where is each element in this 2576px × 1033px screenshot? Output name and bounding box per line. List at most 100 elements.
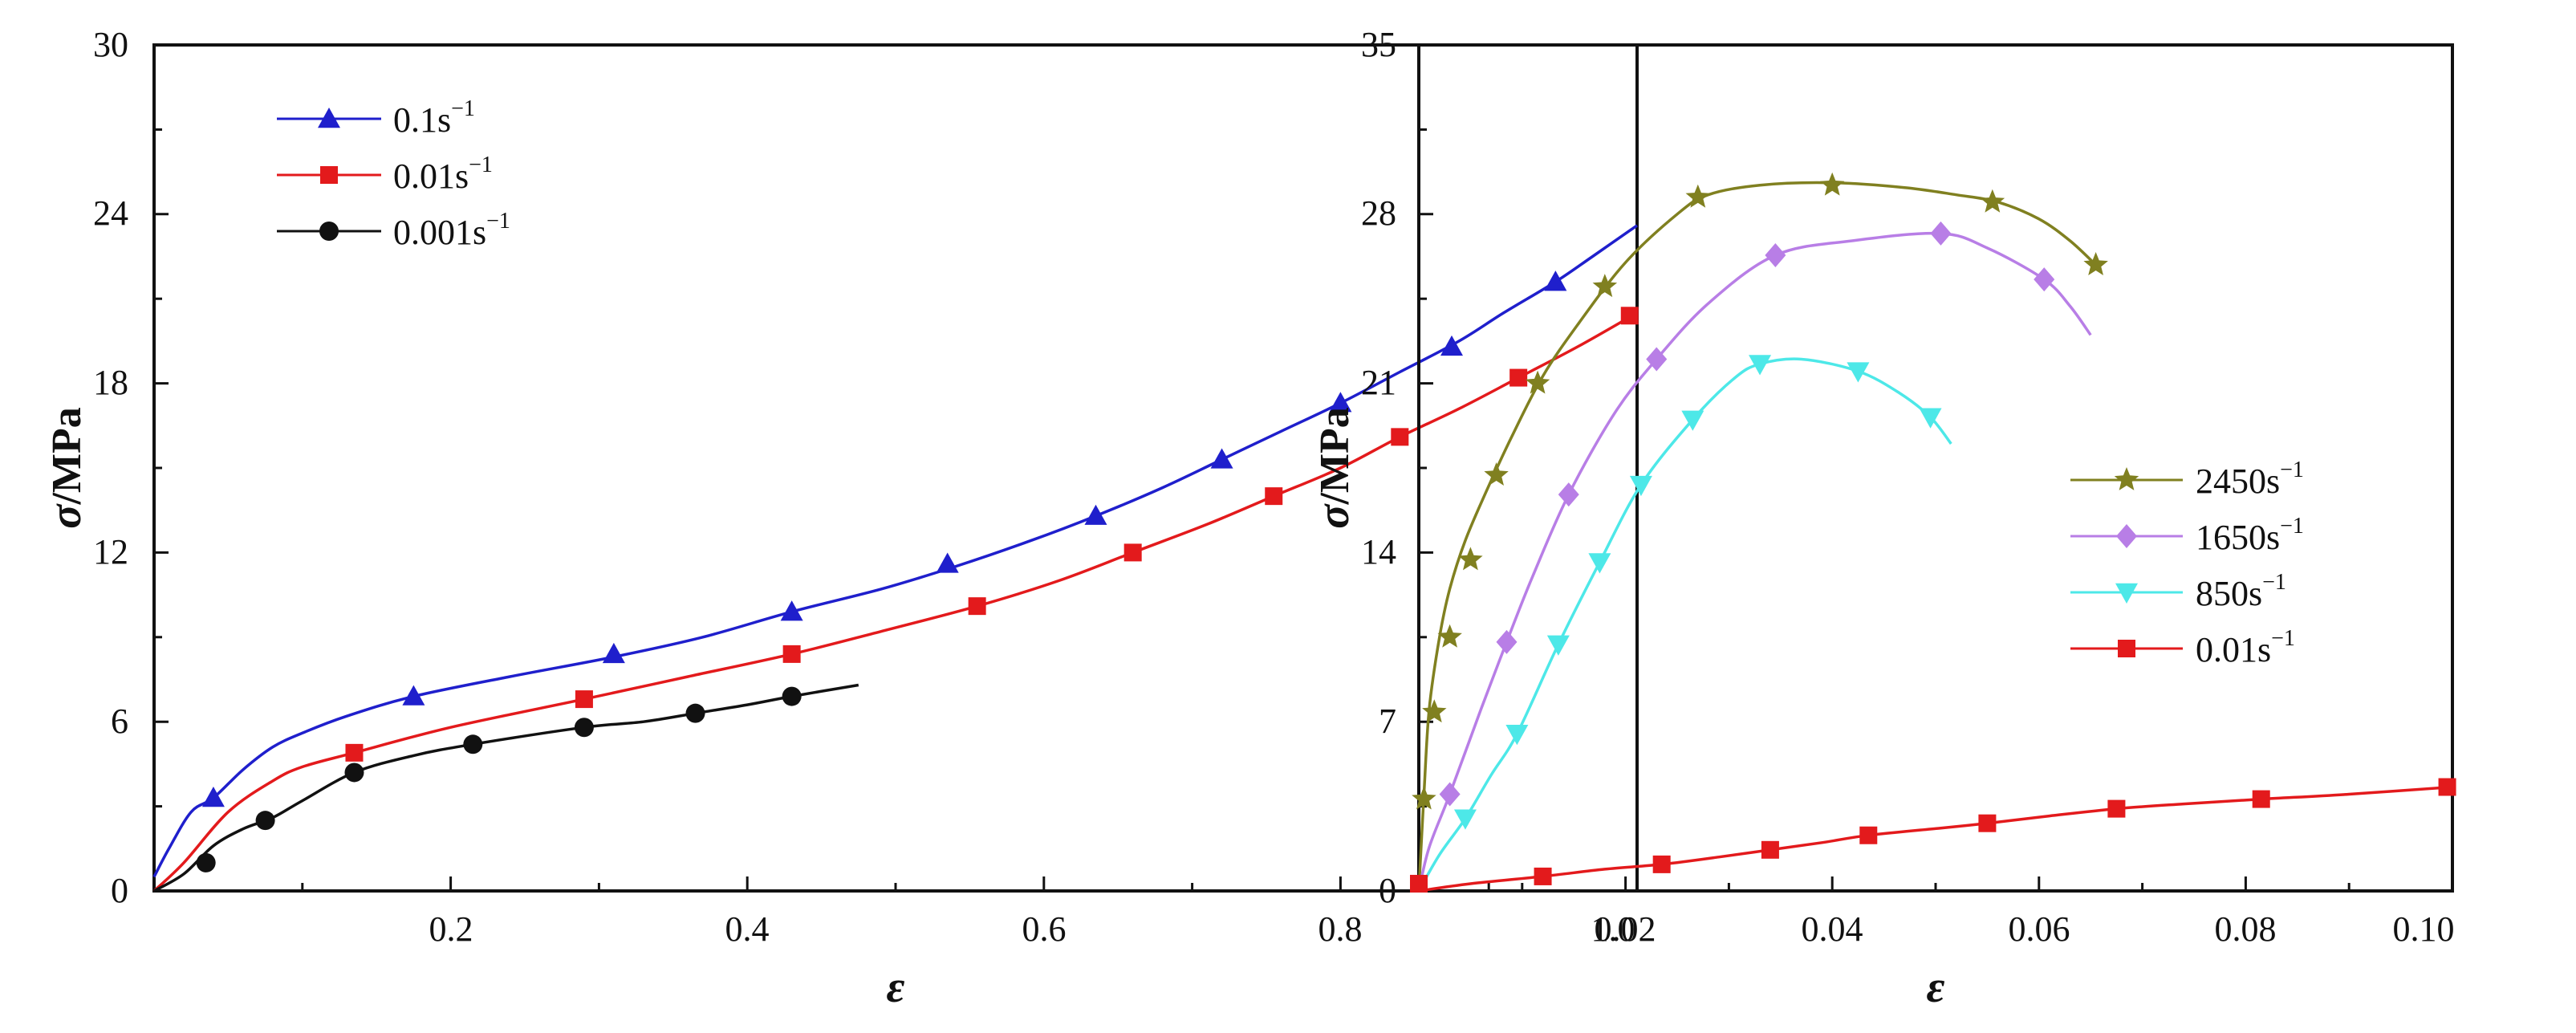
left-x-tick-label: 0.4 — [725, 909, 770, 949]
right-series-2-point — [1546, 635, 1570, 656]
left-series-1-point — [1123, 543, 1142, 562]
left-legend-marker-0 — [318, 108, 340, 128]
right-x-axis-title: ε — [1927, 962, 1945, 1012]
right-legend-symbol-1 — [2116, 524, 2137, 548]
right-series-1-point — [2034, 267, 2055, 292]
left-series-1-line — [152, 311, 1638, 893]
right-series-3-point — [1761, 840, 1779, 859]
left-series-0-point — [1329, 392, 1352, 413]
right-y-tick-label: 35 — [1361, 25, 1396, 64]
right-legend-marker-0 — [2114, 467, 2139, 490]
left-series-0-point — [1544, 270, 1567, 291]
left-series-1-point — [1391, 428, 1409, 446]
right-series-2-point — [1919, 408, 1942, 429]
left-series-1-point — [1509, 368, 1528, 387]
left-series-2-point — [782, 686, 802, 706]
right-series-0-point — [1685, 184, 1710, 208]
left-series-1-point — [968, 597, 986, 616]
left-series-0-point — [1440, 335, 1463, 356]
right-series-3-point — [2252, 790, 2270, 808]
right-series-0-point — [1422, 699, 1447, 723]
right-series-3-point — [1534, 867, 1552, 885]
left-series-0-point — [402, 685, 425, 706]
left-y-tick-label: 24 — [93, 193, 128, 233]
right-legend-label-1: 1650s−1 — [2196, 514, 2304, 557]
right-series-2-point — [1749, 355, 1772, 376]
left-series-1-point — [782, 645, 801, 663]
right-legend-symbol-2 — [2115, 583, 2138, 604]
left-x-tick-label: 0.6 — [1022, 909, 1067, 949]
left-legend-label-1: 0.01s−1 — [393, 153, 493, 196]
right-series-0-point — [1437, 624, 1462, 648]
left-y-axis-symbol: σ — [41, 503, 91, 529]
right-series-1-point — [1646, 347, 1668, 372]
right-legend-label-2: 850s−1 — [2196, 570, 2286, 613]
left-series-1-point — [345, 743, 364, 762]
left-x-axis-title: ε — [887, 962, 905, 1012]
left-x-tick-label: 0.8 — [1318, 909, 1363, 949]
left-series-2-point — [196, 852, 216, 872]
left-legend-symbol-2 — [319, 222, 339, 241]
left-series-1-point — [1620, 307, 1639, 325]
right-y-tick-label: 21 — [1361, 363, 1396, 402]
right-series-3-point — [1410, 874, 1428, 893]
right-legend-marker-2 — [2115, 583, 2138, 604]
left-legend-marker-1 — [320, 166, 338, 184]
left-series-2-point — [463, 734, 483, 754]
left-series-2-point — [685, 703, 705, 723]
left-series-0-point — [1084, 504, 1107, 525]
right-series-2-point — [1847, 362, 1870, 383]
right-series-1-point — [1930, 221, 1952, 246]
right-legend-symbol-3 — [2118, 640, 2135, 657]
right-series-1-point — [1558, 482, 1579, 507]
right-legend-label-0: 2450s−1 — [2196, 458, 2304, 501]
right-series-0-line — [1417, 181, 2097, 892]
right-series-2-point — [1681, 410, 1704, 431]
right-y-axis-title: σ/MPa — [1309, 407, 1359, 528]
left-legend-label-0: 0.1s−1 — [393, 96, 475, 140]
left-y-axis-title: σ/MPa — [41, 407, 91, 528]
right-series-2-point — [1453, 809, 1477, 830]
right-series-0-point — [1980, 189, 2005, 213]
right-legend-label-3: 0.01s−1 — [2196, 626, 2295, 669]
left-series-2-line — [153, 683, 859, 893]
right-series-1-point — [1439, 782, 1461, 807]
right-y-tick-label: 28 — [1361, 193, 1396, 233]
left-legend: 0.1s−1 0.01s−1 0.001s−1 — [277, 96, 510, 252]
right-series-0-point — [1412, 786, 1436, 810]
left-legend-label-2: 0.001s−1 — [393, 209, 510, 252]
chart-right: 0 7 14 21 28 35 0.02 0.04 0.06 0.08 0.10… — [1309, 25, 2456, 1012]
right-x-tick-label: 0.04 — [1802, 909, 1863, 949]
right-series-2-point — [1629, 475, 1652, 497]
left-y-tick-label: 12 — [93, 532, 128, 571]
left-series-2-point — [574, 718, 594, 738]
right-x-tick-label: 0.08 — [2215, 909, 2277, 949]
right-series-2-line — [1417, 357, 1952, 892]
left-series-2-point — [255, 811, 275, 831]
right-legend-marker-1 — [2116, 524, 2137, 548]
right-legend-symbol-0 — [2114, 467, 2139, 490]
left-series-2-point — [344, 763, 364, 783]
left-x-tick-label: 0.2 — [429, 909, 473, 949]
right-series-layer — [1410, 172, 2456, 893]
right-series-3-line — [1418, 785, 2453, 893]
right-series-2-point — [1505, 725, 1529, 746]
right-y-axis-symbol: σ — [1309, 503, 1359, 529]
right-series-0-point — [1484, 462, 1509, 486]
left-x-tick-label: 1.0 — [1591, 909, 1635, 949]
left-y-tick-label: 0 — [111, 871, 128, 910]
left-series-1-point — [1265, 487, 1283, 506]
svg-text:σ/MPa: σ/MPa — [1309, 407, 1359, 528]
right-series-1-point — [1496, 629, 1518, 654]
left-series-layer — [152, 224, 1639, 893]
left-legend-symbol-0 — [318, 108, 340, 128]
right-x-tick-label: 0.10 — [2393, 909, 2455, 949]
left-legend-symbol-1 — [320, 166, 338, 184]
right-series-0-point — [1458, 547, 1483, 571]
right-series-3-point — [1978, 814, 1997, 832]
left-series-0-point — [1210, 448, 1233, 469]
left-y-tick-label: 30 — [93, 25, 128, 64]
svg-text:σ/MPa: σ/MPa — [41, 407, 91, 528]
right-series-0-point — [2083, 252, 2108, 275]
